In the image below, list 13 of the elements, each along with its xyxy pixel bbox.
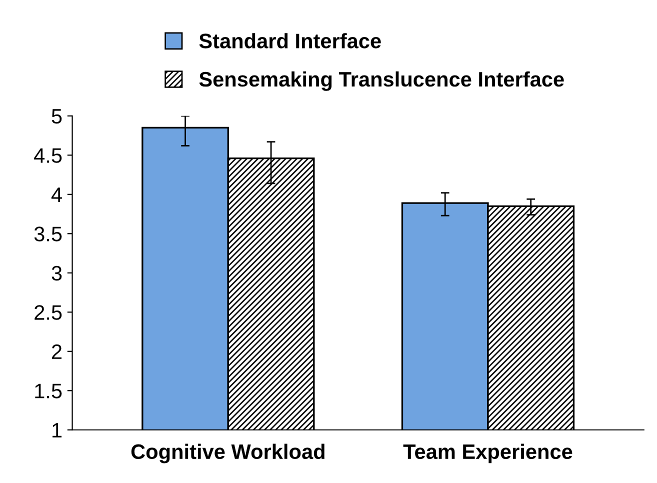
y-tick-label: 2.5 — [34, 305, 62, 320]
x-tick-label: Team Experience — [403, 444, 572, 464]
y-tick-label: 1.5 — [35, 384, 62, 398]
y-tick-label: 5 — [52, 109, 62, 124]
y-tick-label: 3 — [52, 266, 62, 281]
x-tick-label: Cognitive Workload — [131, 444, 324, 464]
y-tick-label: 4 — [51, 188, 62, 202]
y-tick-label: 4.5 — [34, 148, 62, 163]
y-tick-label: 1 — [52, 423, 62, 438]
legend-label: Standard Interface — [199, 33, 381, 48]
legend-label: Sensemaking Translucence Interface — [199, 71, 564, 91]
y-tick-label: 3.5 — [34, 226, 62, 242]
y-tick-label: 2 — [52, 344, 62, 359]
